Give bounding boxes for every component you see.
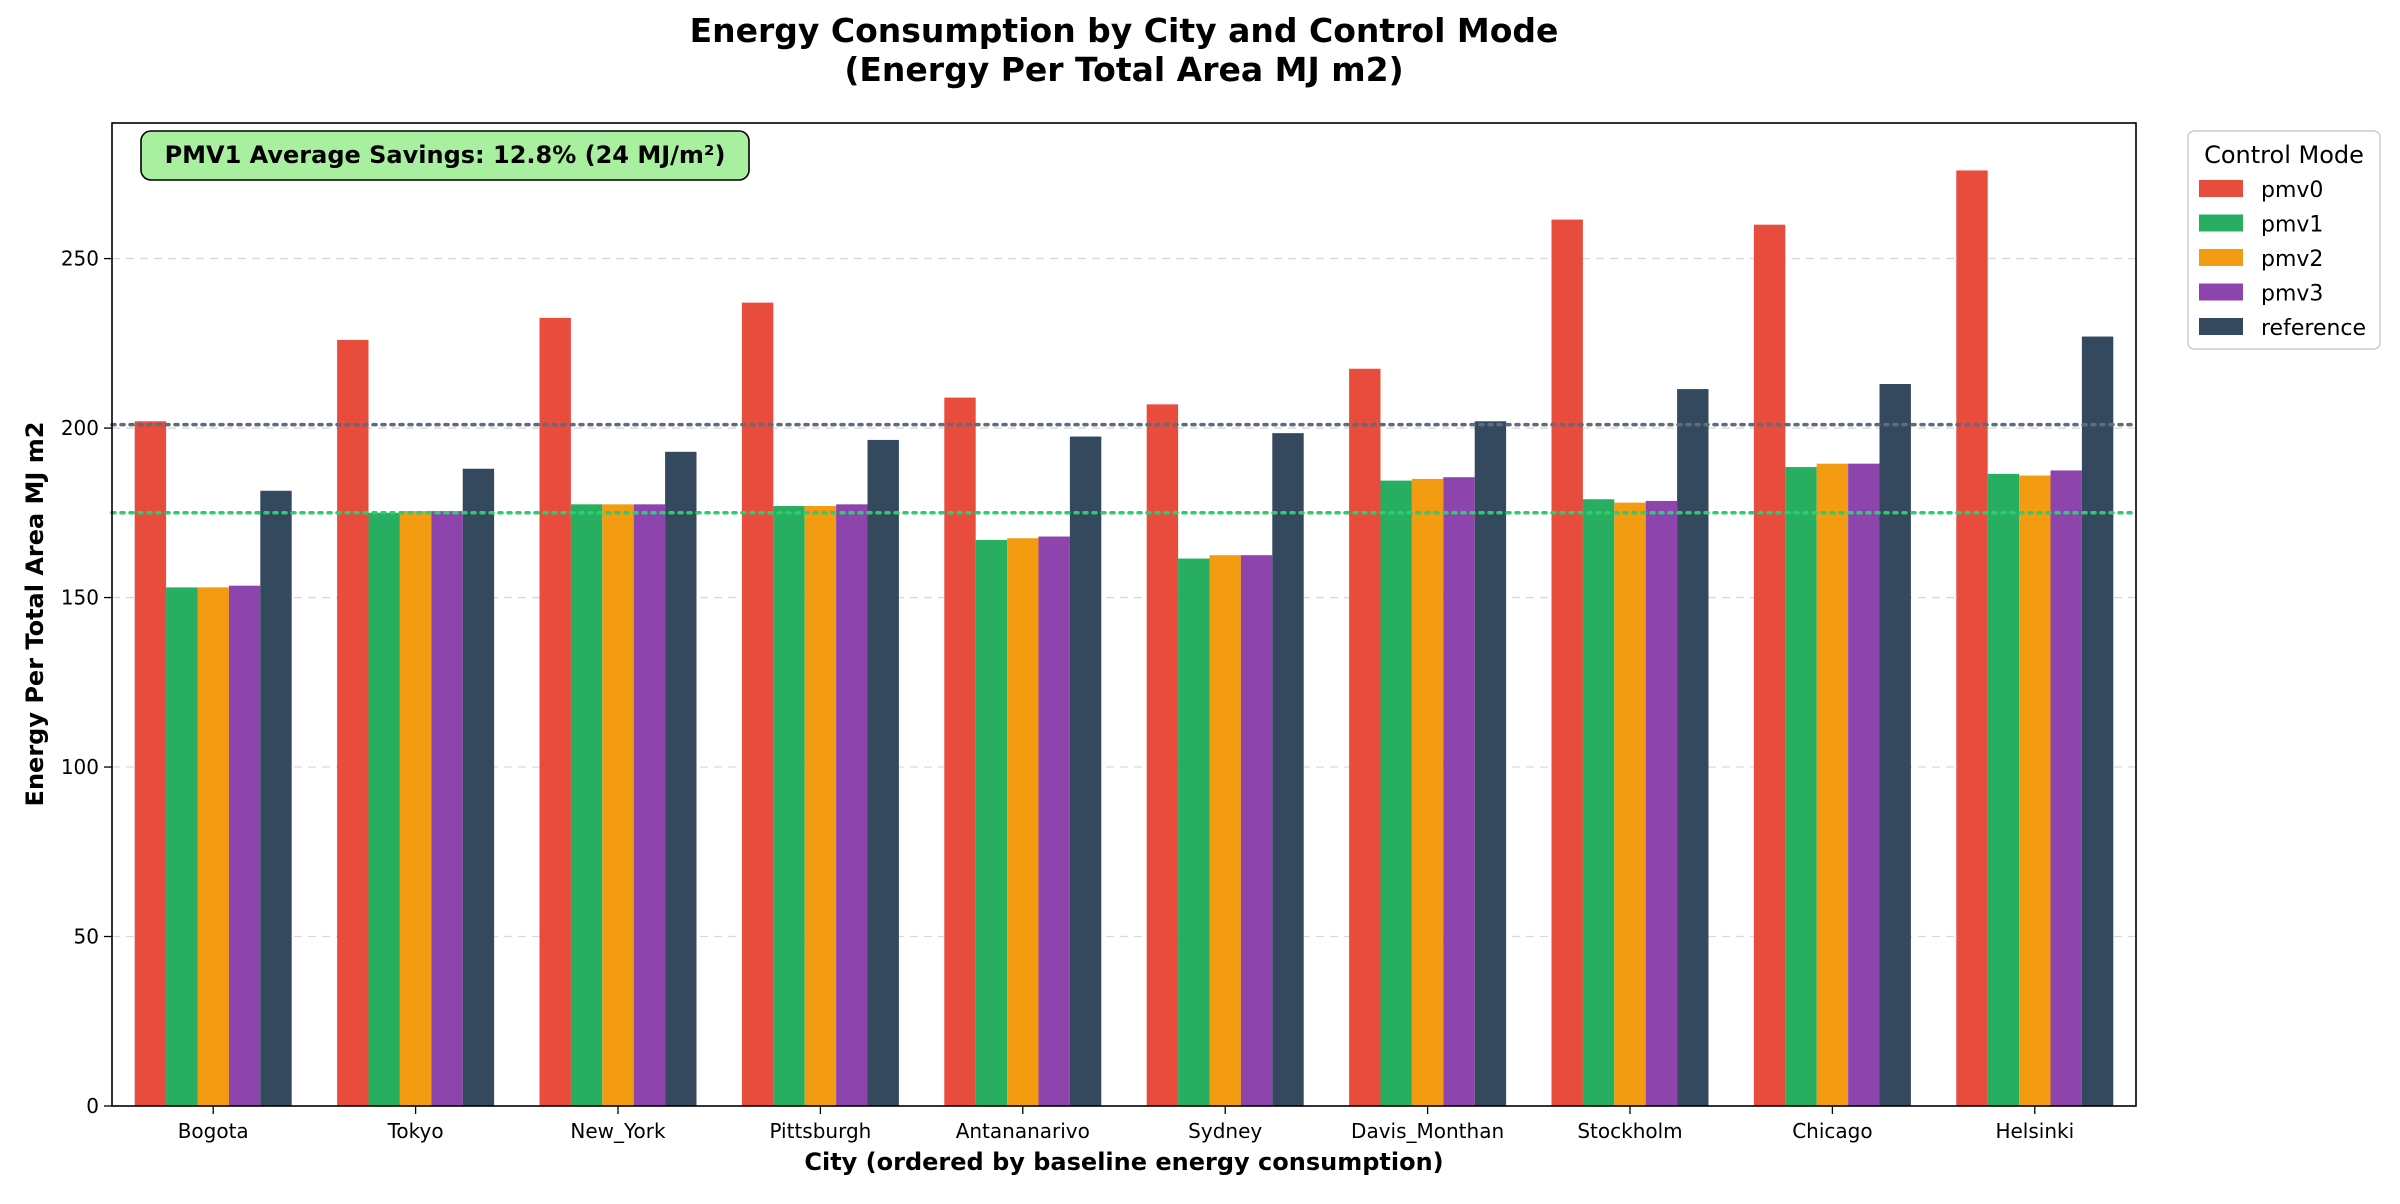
bar-pmv1-Tokyo (368, 512, 400, 1106)
x-tick-label-Chicago: Chicago (1792, 1119, 1872, 1143)
legend-title: Control Mode (2204, 141, 2364, 169)
x-tick-label-Helsinki: Helsinki (1995, 1119, 2074, 1143)
x-axis: Bogota Tokyo New_York Pittsburgh Antananariv… (178, 1106, 2074, 1143)
legend-swatch-pmv3 (2199, 283, 2243, 301)
bar-pmv1-Pittsburgh (773, 506, 805, 1107)
bar-pmv3-Antananarivo (1038, 536, 1070, 1106)
bar-reference-Davis_Monthan (1474, 421, 1507, 1106)
y-tick-label: 250 (61, 247, 99, 271)
bar-pmv1-Bogota (166, 587, 198, 1106)
x-tick-label-Stockholm: Stockholm (1577, 1119, 1682, 1143)
bar-pmv1-Helsinki (1987, 473, 2020, 1106)
bar-pmv2-Bogota (197, 587, 229, 1106)
bar-pmv3-Stockholm (1645, 500, 1678, 1107)
y-axis-label: Energy Per Total Area MJ m2 (21, 422, 49, 807)
bar-pmv0-Antananarivo (944, 397, 976, 1106)
x-tick-label-Davis_Monthan: Davis_Monthan (1351, 1119, 1504, 1143)
bar-reference-Pittsburgh (867, 439, 899, 1107)
bar-pmv2-New_York (602, 504, 634, 1107)
bar-pmv2-Pittsburgh (804, 506, 837, 1107)
bar-pmv0-Helsinki (1956, 170, 1988, 1106)
bar-pmv1-New_York (570, 504, 603, 1107)
bar-pmv1-Davis_Monthan (1380, 480, 1412, 1106)
bar-pmv1-Chicago (1785, 467, 1817, 1106)
bar-pmv3-Davis_Monthan (1443, 477, 1475, 1106)
legend-label-reference: reference (2261, 316, 2366, 341)
bar-pmv0-Pittsburgh (741, 302, 774, 1106)
bar-pmv0-New_York (539, 317, 571, 1107)
bar-pmv1-Sydney (1178, 558, 1210, 1106)
reference-lines (110, 422, 2138, 515)
chart-title-line2: (Energy Per Total Area MJ m2) (844, 50, 1403, 89)
bar-pmv3-Bogota (228, 585, 261, 1106)
bar-pmv3-Sydney (1240, 555, 1273, 1106)
bar-pmv2-Antananarivo (1007, 538, 1039, 1106)
legend-swatch-pmv2 (2199, 249, 2243, 266)
plot-frame (111, 122, 2137, 1107)
x-tick-label-Antananarivo: Antananarivo (956, 1119, 1090, 1143)
bar-pmv2-Helsinki (2019, 475, 2051, 1106)
bar-pmv2-Davis_Monthan (1411, 478, 1444, 1106)
bar-reference-Stockholm (1677, 389, 1709, 1107)
bar-pmv2-Chicago (1816, 463, 1849, 1106)
annotation-text: PMV1 Average Savings: 12.8% (24 MJ/m²) (165, 141, 726, 169)
legend-items: pmv0 pmv1 pmv2 pmv3 reference (2199, 178, 2366, 341)
bar-pmv0-Sydney (1146, 404, 1179, 1106)
y-axis: 0 50 100 150 200 250 (61, 247, 112, 1118)
bar-pmv0-Tokyo (337, 339, 369, 1106)
bar-pmv1-Antananarivo (975, 539, 1008, 1106)
bar-pmv2-Sydney (1209, 555, 1241, 1106)
bar-reference-Helsinki (2081, 336, 2114, 1106)
y-tick-label: 150 (61, 586, 99, 610)
bar-reference-Antananarivo (1069, 436, 1102, 1106)
bars-group (134, 170, 2114, 1107)
bar-pmv1-Stockholm (1582, 499, 1615, 1106)
legend-label-pmv2: pmv2 (2261, 247, 2323, 272)
bar-pmv3-Pittsburgh (836, 504, 868, 1107)
legend: Control Mode pmv0 pmv1 pmv2 pmv3 reference (2187, 130, 2381, 350)
bar-reference-Chicago (1879, 384, 1911, 1107)
y-tick-label: 200 (61, 416, 99, 440)
savings-annotation: PMV1 Average Savings: 12.8% (24 MJ/m²) (140, 130, 750, 181)
y-tick-label: 50 (74, 925, 99, 949)
x-axis-label: City (ordered by baseline energy consump… (804, 1148, 1443, 1176)
x-tick-label-Tokyo: Tokyo (387, 1119, 444, 1143)
x-tick-label-Sydney: Sydney (1188, 1119, 1262, 1143)
bar-pmv3-Chicago (1848, 463, 1880, 1106)
x-tick-label-Pittsburgh: Pittsburgh (769, 1119, 871, 1143)
chart-title-line1: Energy Consumption by City and Control M… (690, 11, 1559, 50)
bar-pmv3-Helsinki (2050, 470, 2082, 1106)
legend-label-pmv3: pmv3 (2261, 282, 2323, 307)
legend-label-pmv1: pmv1 (2261, 213, 2323, 238)
x-tick-label-Bogota: Bogota (178, 1119, 249, 1143)
bar-reference-Sydney (1272, 433, 1304, 1106)
x-tick-label-New_York: New_York (570, 1119, 666, 1143)
bar-pmv3-Tokyo (431, 511, 463, 1107)
bar-pmv0-Bogota (134, 421, 167, 1106)
bar-pmv2-Stockholm (1614, 502, 1646, 1107)
y-tick-label: 100 (61, 755, 99, 779)
bar-reference-Tokyo (462, 468, 495, 1106)
bar-reference-Bogota (260, 490, 292, 1106)
legend-swatch-pmv0 (2199, 180, 2243, 197)
bar-pmv0-Davis_Monthan (1349, 368, 1381, 1106)
annotation-box (140, 130, 750, 181)
bar-reference-New_York (665, 451, 697, 1107)
legend-swatch-reference (2199, 318, 2243, 335)
y-tick-label: 0 (86, 1094, 99, 1118)
legend-label-pmv0: pmv0 (2261, 178, 2323, 203)
bar-pmv2-Tokyo (399, 511, 432, 1107)
bar-pmv0-Chicago (1753, 224, 1786, 1107)
bar-pmv3-New_York (633, 504, 666, 1107)
bar-pmv0-Stockholm (1551, 219, 1583, 1107)
legend-swatch-pmv1 (2199, 214, 2243, 232)
